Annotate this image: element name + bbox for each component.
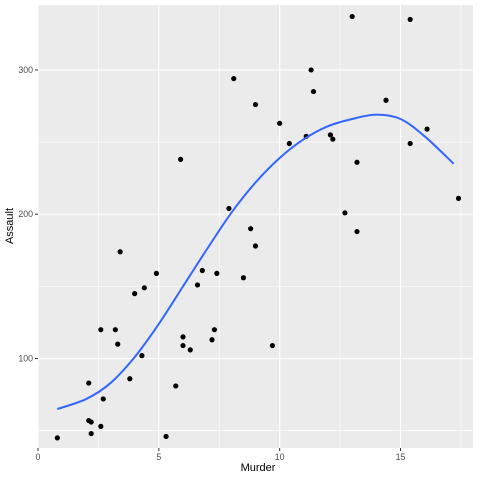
- data-point: [139, 353, 145, 359]
- data-point: [187, 347, 193, 353]
- axis-ticks: [35, 69, 401, 451]
- data-point: [112, 327, 118, 333]
- data-point: [226, 205, 232, 212]
- x-axis-tick-label: 5: [156, 452, 161, 462]
- x-axis-tick-label: 10: [275, 452, 285, 462]
- data-point: [173, 383, 179, 389]
- data-point: [383, 97, 389, 103]
- data-point: [407, 16, 413, 23]
- data-point: [354, 159, 360, 165]
- y-axis-tick-label: 100: [18, 354, 33, 364]
- data-points: [54, 13, 462, 441]
- data-point: [407, 140, 413, 147]
- major-gridlines: [37, 5, 473, 448]
- data-point: [127, 376, 133, 382]
- x-axis-tick-labels: 0 5 10 15: [36, 452, 406, 462]
- data-point: [310, 88, 317, 95]
- data-point: [132, 290, 138, 297]
- data-point: [349, 13, 355, 20]
- data-point: [354, 228, 360, 235]
- data-point: [286, 140, 292, 147]
- data-point: [199, 267, 205, 274]
- data-point: [277, 120, 283, 126]
- x-axis-tick-label: 0: [36, 452, 41, 462]
- data-point: [153, 270, 160, 276]
- data-point: [211, 327, 218, 333]
- plot-panel: [38, 5, 473, 448]
- data-point: [115, 341, 121, 347]
- data-point: [194, 282, 201, 288]
- data-point: [231, 75, 237, 82]
- data-point: [240, 275, 247, 281]
- x-axis-tick-label: 15: [396, 452, 406, 462]
- y-axis-tick-label: 200: [18, 209, 33, 219]
- data-point: [342, 210, 348, 216]
- data-point: [100, 396, 106, 402]
- data-point: [214, 270, 220, 276]
- y-axis-tick-labels: 100 200 300: [18, 65, 33, 364]
- data-point: [269, 342, 276, 349]
- data-point: [54, 435, 60, 441]
- y-axis-tick-label: 300: [18, 65, 33, 75]
- data-point: [330, 136, 336, 142]
- data-point: [88, 419, 94, 425]
- data-point: [252, 101, 259, 108]
- data-point: [163, 433, 169, 440]
- data-point: [117, 249, 123, 255]
- data-point: [98, 423, 104, 429]
- data-point: [180, 334, 186, 340]
- data-point: [252, 243, 259, 249]
- data-point: [88, 430, 94, 437]
- data-point: [424, 126, 430, 132]
- data-point: [141, 285, 147, 291]
- x-axis-title: Murder: [241, 462, 276, 474]
- data-point: [86, 380, 92, 386]
- data-point: [180, 342, 186, 349]
- data-point: [98, 327, 104, 333]
- data-point: [177, 156, 184, 163]
- data-point: [455, 195, 462, 201]
- smooth-trend-line: [57, 113, 455, 410]
- data-point: [248, 226, 254, 232]
- y-axis-title: Assault: [4, 208, 16, 244]
- data-point: [327, 132, 334, 138]
- data-point: [209, 337, 215, 343]
- data-point: [308, 67, 314, 73]
